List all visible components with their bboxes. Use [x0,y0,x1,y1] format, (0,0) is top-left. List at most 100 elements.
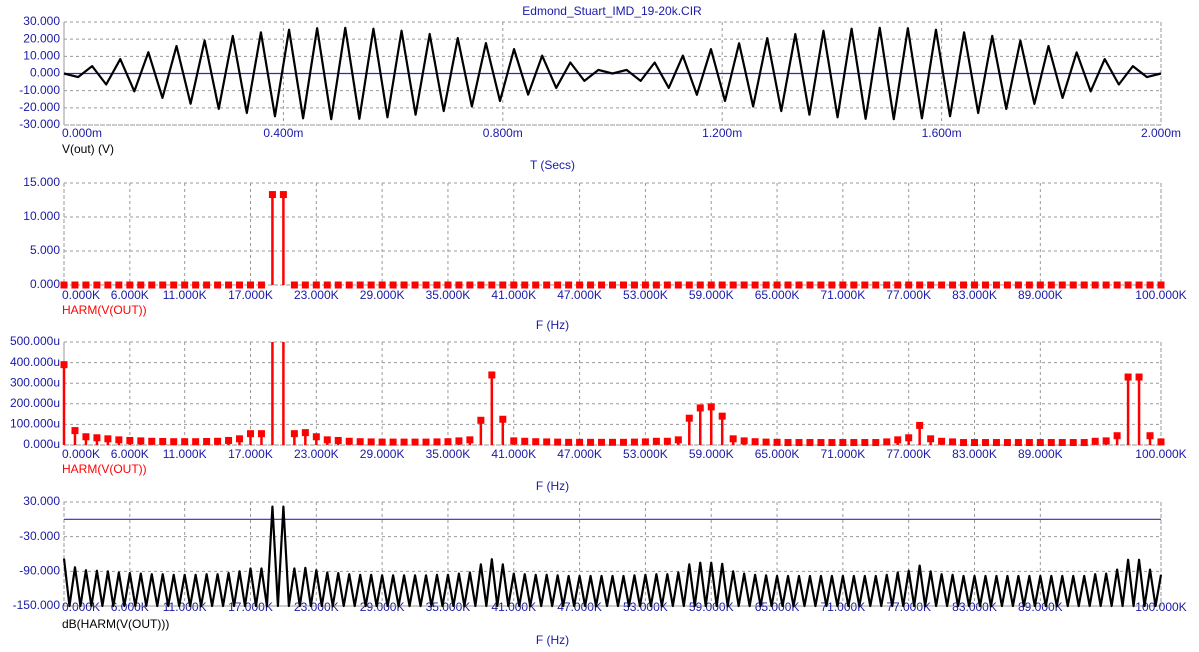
stem-marker [630,281,638,289]
stem-marker [356,438,364,446]
stem-marker [181,281,189,289]
stem-marker [389,281,397,289]
plot-frame [63,341,1162,446]
stem-marker [411,281,419,289]
stem-marker [652,281,660,289]
stem-marker [1135,373,1143,381]
stem-marker [257,281,265,289]
stem-marker [159,281,167,289]
stem-marker [861,439,869,447]
stem-marker [334,281,342,289]
x-tick-label: 41.000K [491,447,536,461]
x-tick-label: 59.000K [689,447,734,461]
stem-marker [170,438,178,446]
stem-marker [707,281,715,289]
trace-line [63,26,1162,121]
stem-marker [850,439,858,447]
stem-marker [301,429,309,437]
stem-marker [1102,281,1110,289]
stem-marker [773,281,781,289]
stem-marker [795,281,803,289]
stem-marker [510,281,518,289]
stem-marker [115,436,123,444]
x-tick-label: 17.000K [228,288,273,302]
stem-marker [828,281,836,289]
stem-marker [246,430,254,438]
x-tick-label: 23.000K [294,600,339,614]
stem-marker [104,281,112,289]
stem-marker [587,281,595,289]
stem-marker [938,281,946,289]
x-tick-label: 53.000K [623,600,668,614]
stem-marker [236,435,244,443]
stem-marker [1146,281,1154,289]
stem-marker [378,438,386,446]
stem-marker [1069,439,1077,447]
stem-marker [455,281,463,289]
x-tick-label: 71.000K [821,288,866,302]
stem-marker [784,439,792,447]
stem-marker [927,281,935,289]
stem-marker [784,281,792,289]
x-tick-label: 59.000K [689,288,734,302]
stem-marker [499,415,507,423]
stem-marker [806,281,814,289]
x-tick-label: 0.000K [62,447,100,461]
stem-marker [576,438,584,446]
stem-marker [60,361,68,369]
plot-area [62,505,1163,608]
stem-marker [971,281,979,289]
stem-marker [257,430,265,438]
stem-marker [312,281,320,289]
x-tick-label: 65.000K [755,288,800,302]
stem-marker [949,281,957,289]
stem-marker [532,438,540,446]
stem-marker [378,281,386,289]
x-tick-label: 11.000K [163,288,207,302]
stem-marker [740,281,748,289]
x-tick-label: 65.000K [755,600,800,614]
stem-marker [1157,281,1165,289]
x-tick-label: 71.000K [821,600,866,614]
stem-marker [663,437,671,445]
x-tick-label: 35.000K [426,288,471,302]
x-tick-label: 11.000K [163,447,207,461]
y-tick-label: 500.000u [10,334,60,348]
stem-marker [433,438,441,446]
stem-marker [93,281,101,289]
stem-marker [554,438,562,446]
stem-marker [905,281,913,289]
stem-marker [126,436,134,444]
stem-marker [170,281,178,289]
stem-marker [1157,438,1165,446]
stem-marker [1146,432,1154,440]
x-tick-label: 77.000K [886,600,931,614]
stem-marker [499,281,507,289]
stem-marker [916,281,924,289]
stem-marker [1025,439,1033,447]
stem-marker [1003,439,1011,447]
stem-marker [1069,281,1077,289]
stem-marker [652,437,660,445]
stem-marker [894,436,902,444]
x-tick-label: 53.000K [623,288,668,302]
y-tick-label: -30.000 [19,529,60,543]
stem-marker [466,281,474,289]
stem-marker [1102,437,1110,445]
stem-marker [225,281,233,289]
stem-marker [609,438,616,446]
y-tick-label: 100.000u [10,417,60,431]
stem-marker [554,281,562,289]
stem-marker [477,281,485,289]
stem-marker [883,281,891,289]
x-axis-title: F (Hz) [536,479,569,493]
stem-marker [565,281,573,289]
stem-marker [312,433,320,441]
stem-marker [663,281,671,289]
y-tick-label: -10.000 [19,83,60,97]
stem-marker [268,191,276,199]
stem-marker [565,438,573,446]
plot-frame [63,182,1162,286]
stem-marker [543,438,551,446]
